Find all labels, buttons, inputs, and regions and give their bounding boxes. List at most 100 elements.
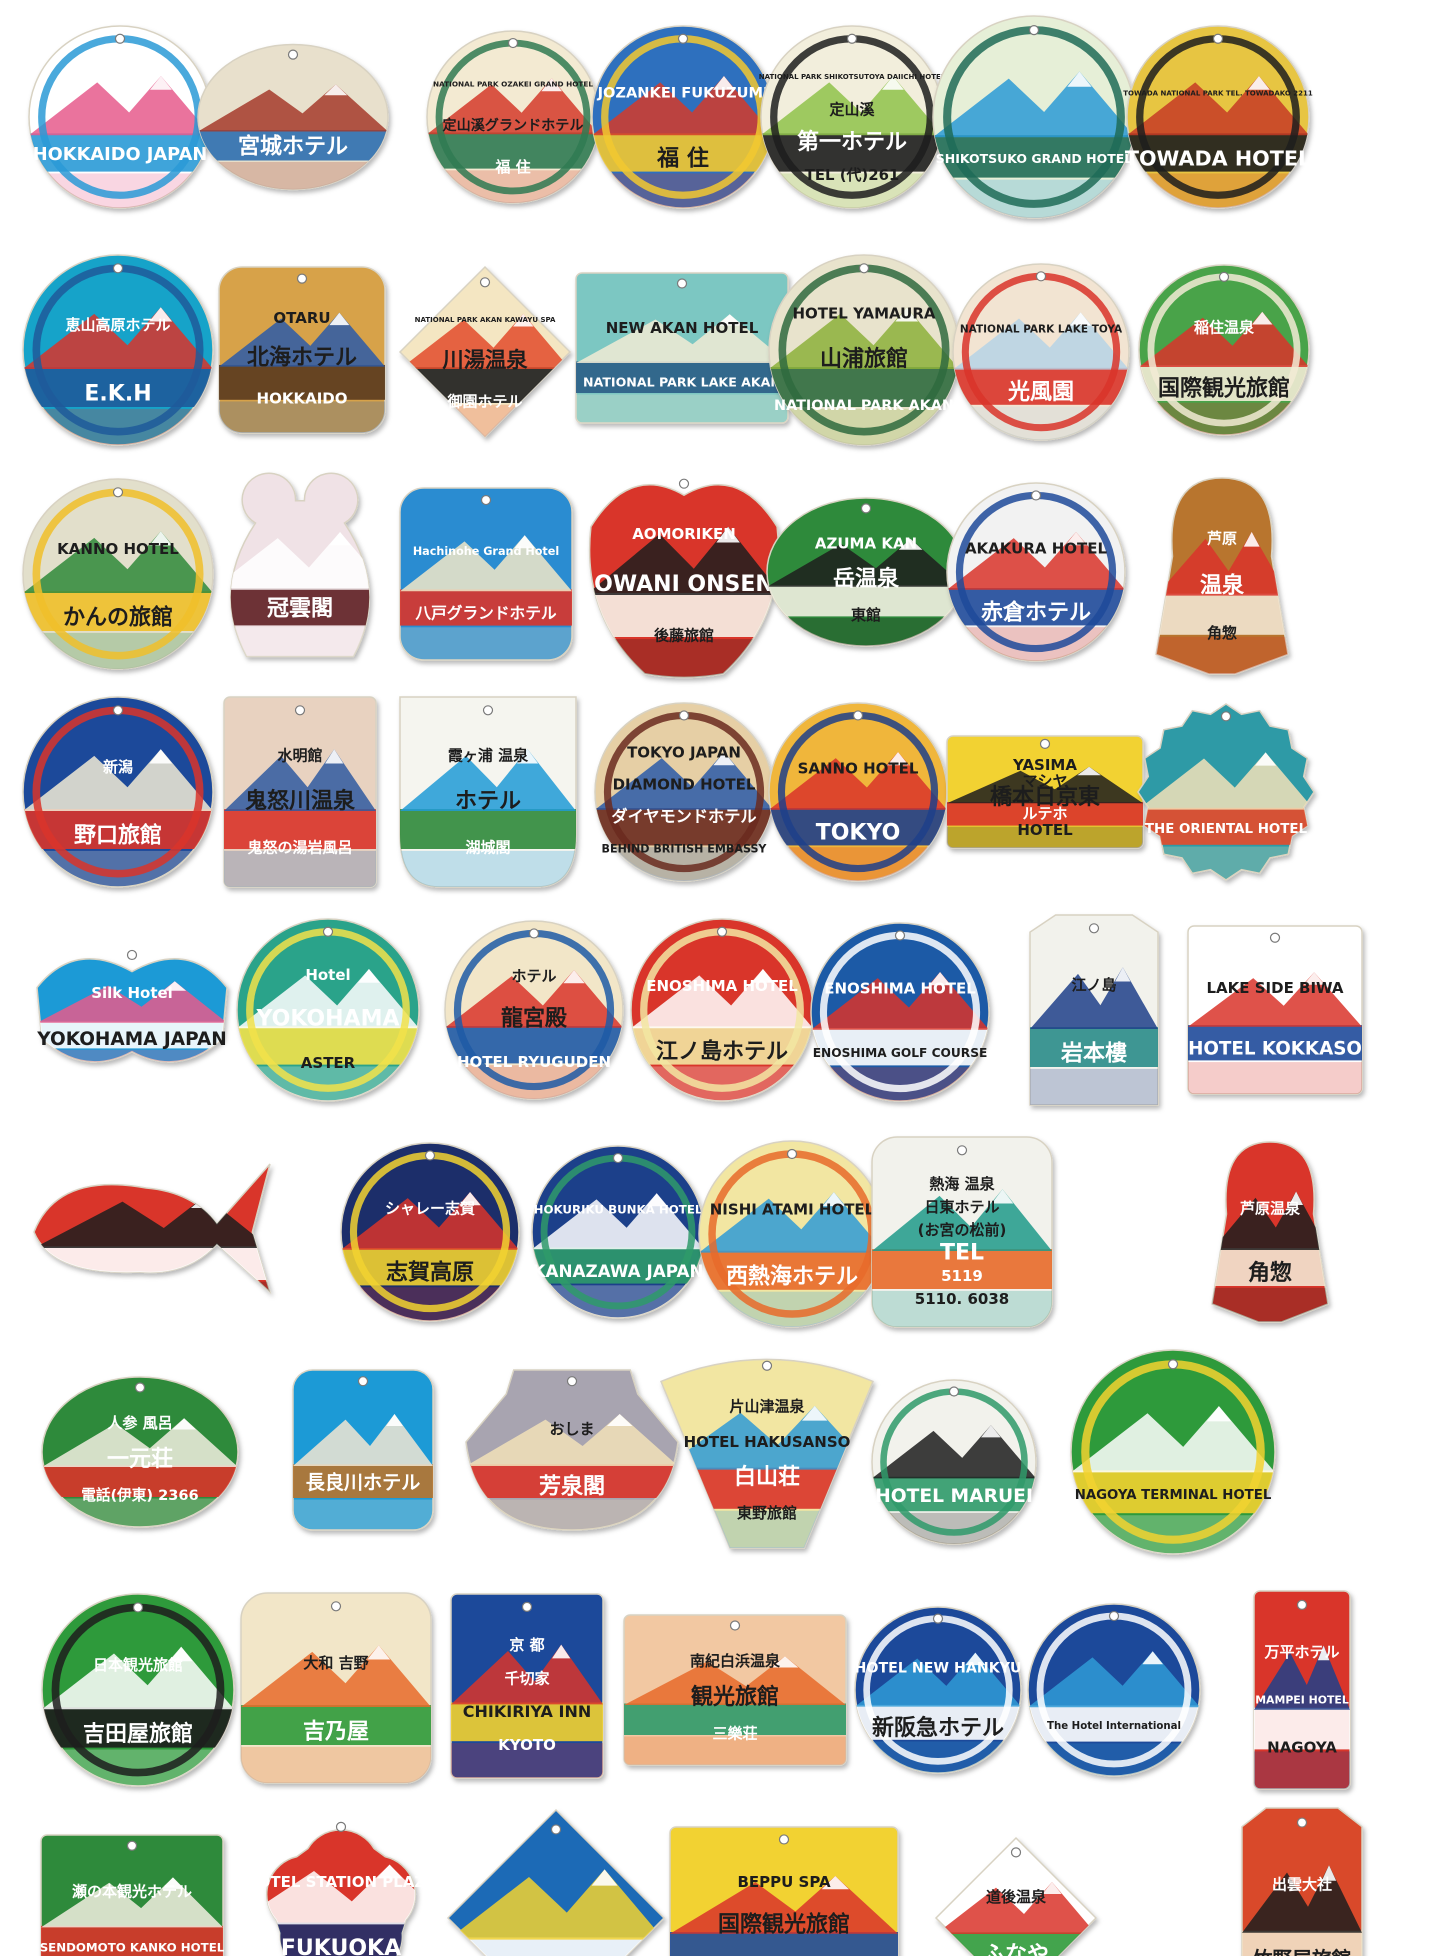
label-text: 電話(伊東) 2366 bbox=[81, 1486, 198, 1504]
label-text: TEL bbox=[940, 1240, 984, 1265]
label-text: AZUMA KAN bbox=[815, 535, 917, 553]
label-beppu-spa: BEPPU SPA国際観光旅館二條館 bbox=[670, 1827, 898, 1956]
label-text: 第一ホテル bbox=[797, 129, 907, 155]
label-text: おしま bbox=[549, 1420, 594, 1438]
label-text: 瀬の本観光ホテル bbox=[72, 1883, 192, 1901]
label-text: ASTER bbox=[301, 1054, 356, 1072]
label-text: Hotel bbox=[305, 966, 350, 984]
label-nagoya-terminal: NAGOYA TERMINAL HOTEL bbox=[1071, 1350, 1275, 1566]
label-text: 福 住 bbox=[656, 146, 709, 172]
label-hotel-international: The Hotel International bbox=[1028, 1604, 1200, 1786]
label-text: 万平ホテル bbox=[1263, 1643, 1339, 1661]
label-text: 芦原温泉 bbox=[1240, 1199, 1301, 1217]
label-text: CHIKIRIYA INN bbox=[463, 1702, 591, 1721]
label-text: HOTEL KOKKASO bbox=[1188, 1038, 1362, 1059]
label-text: The Hotel International bbox=[1047, 1721, 1181, 1732]
label-text: BEHIND BRITISH EMBASSY bbox=[602, 843, 768, 856]
label-text: Hachinohe Grand Hotel bbox=[413, 545, 559, 558]
label-text: 野口旅館 bbox=[74, 822, 162, 848]
label-text: 京 都 bbox=[509, 1636, 544, 1654]
eyelet-icon bbox=[298, 274, 307, 283]
label-text: KYOTO bbox=[498, 1736, 556, 1754]
label-text: HOKKAIDO JAPAN bbox=[33, 144, 207, 165]
label-text: NATIONAL PARK OZAKEI GRAND HOTEL bbox=[433, 79, 593, 88]
label-text: 霞ヶ浦 温泉 bbox=[448, 747, 529, 765]
eyelet-icon bbox=[1271, 933, 1280, 942]
label-text: 江ノ島ホテル bbox=[656, 1039, 788, 1065]
label-text: HOTEL RYUGUDEN bbox=[457, 1053, 611, 1071]
label-text: HOKKAIDO bbox=[257, 389, 348, 407]
label-text: 定山溪グランドホテル bbox=[443, 117, 584, 134]
label-text: 竹野屋旅館 bbox=[1252, 1948, 1351, 1956]
eyelet-icon bbox=[1110, 1612, 1119, 1621]
label-text: シャレー志賀 bbox=[385, 1200, 475, 1218]
label-text: ふなや bbox=[983, 1942, 1049, 1956]
eyelet-icon bbox=[128, 950, 137, 959]
label-text: 熱海 温泉 bbox=[929, 1175, 995, 1193]
eyelet-icon bbox=[1220, 272, 1229, 281]
label-text: ホテル bbox=[511, 967, 556, 985]
eyelet-icon bbox=[780, 1835, 789, 1844]
label-text: 光風園 bbox=[1007, 380, 1074, 405]
eyelet-icon bbox=[324, 927, 333, 936]
label-text: OTARU bbox=[273, 309, 330, 327]
eyelet-icon bbox=[848, 34, 857, 43]
label-shikotsuko-grand: SHIKOTSUKO GRAND HOTEL bbox=[933, 16, 1135, 230]
label-text: NATIONAL PARK LAKE TOYA bbox=[960, 323, 1123, 335]
label-hotel-marue: HOTEL MARUEI bbox=[872, 1380, 1036, 1554]
eyelet-icon bbox=[1222, 712, 1231, 721]
eyelet-icon bbox=[114, 488, 123, 497]
label-text: 川湯温泉 bbox=[441, 347, 528, 373]
label-lakeside-hotel: レークサイドホテル bbox=[448, 1810, 664, 1956]
label-text: TOKYO JAPAN bbox=[627, 743, 741, 761]
label-text: NATIONAL PARK AKAN KAWAYU SPA bbox=[415, 316, 556, 324]
label-text: HOKURIKU BUNKA HOTEL bbox=[534, 1202, 703, 1216]
label-text: ENOSHIMA GOLF COURSE bbox=[813, 1046, 988, 1060]
label-text: 冠雲閣 bbox=[267, 596, 333, 621]
label-text: OWANI ONSEN bbox=[594, 572, 774, 597]
label-text: NATIONAL PARK LAKE AKAN bbox=[583, 375, 781, 390]
label-text: HOTEL bbox=[1017, 821, 1073, 839]
label-text: 一元荘 bbox=[107, 1447, 173, 1472]
label-text: 芦原 bbox=[1207, 529, 1237, 547]
label-text: 東野旅館 bbox=[737, 1504, 797, 1522]
label-text: 人参 風呂 bbox=[107, 1414, 172, 1432]
label-text: 山浦旅館 bbox=[820, 346, 908, 372]
eyelet-icon bbox=[552, 1825, 561, 1834]
label-text: LAKE SIDE BIWA bbox=[1206, 979, 1343, 997]
label-text: 吉田屋旅館 bbox=[83, 1721, 193, 1747]
label-text: 5110. 6038 bbox=[915, 1290, 1009, 1308]
label-text: 福 住 bbox=[494, 158, 530, 176]
label-text: SANNO HOTEL bbox=[798, 760, 919, 778]
label-text: NATIONAL PARK AKAN bbox=[774, 398, 954, 414]
label-text: SHIKOTSUKO GRAND HOTEL bbox=[936, 151, 1133, 166]
label-text: 千切家 bbox=[504, 1669, 549, 1687]
eyelet-icon bbox=[568, 1377, 577, 1386]
label-text: 片山津温泉 bbox=[729, 1398, 805, 1416]
eyelet-icon bbox=[1012, 1848, 1021, 1857]
label-text: 南紀白浜温泉 bbox=[690, 1652, 781, 1670]
label-text: 新阪急ホテル bbox=[872, 1715, 1004, 1741]
label-text: 恵山高原ホテル bbox=[65, 316, 170, 334]
eyelet-icon bbox=[530, 929, 539, 938]
eyelet-icon bbox=[934, 1614, 943, 1623]
label-hokkaido-japan: HOKKAIDO JAPAN bbox=[29, 26, 211, 219]
eyelet-icon bbox=[426, 1151, 435, 1160]
label-text: AKAKURA HOTEL bbox=[965, 540, 1108, 558]
label-text: THE ORIENTAL HOTEL bbox=[1145, 822, 1308, 837]
label-text: 白山荘 bbox=[734, 1464, 800, 1490]
